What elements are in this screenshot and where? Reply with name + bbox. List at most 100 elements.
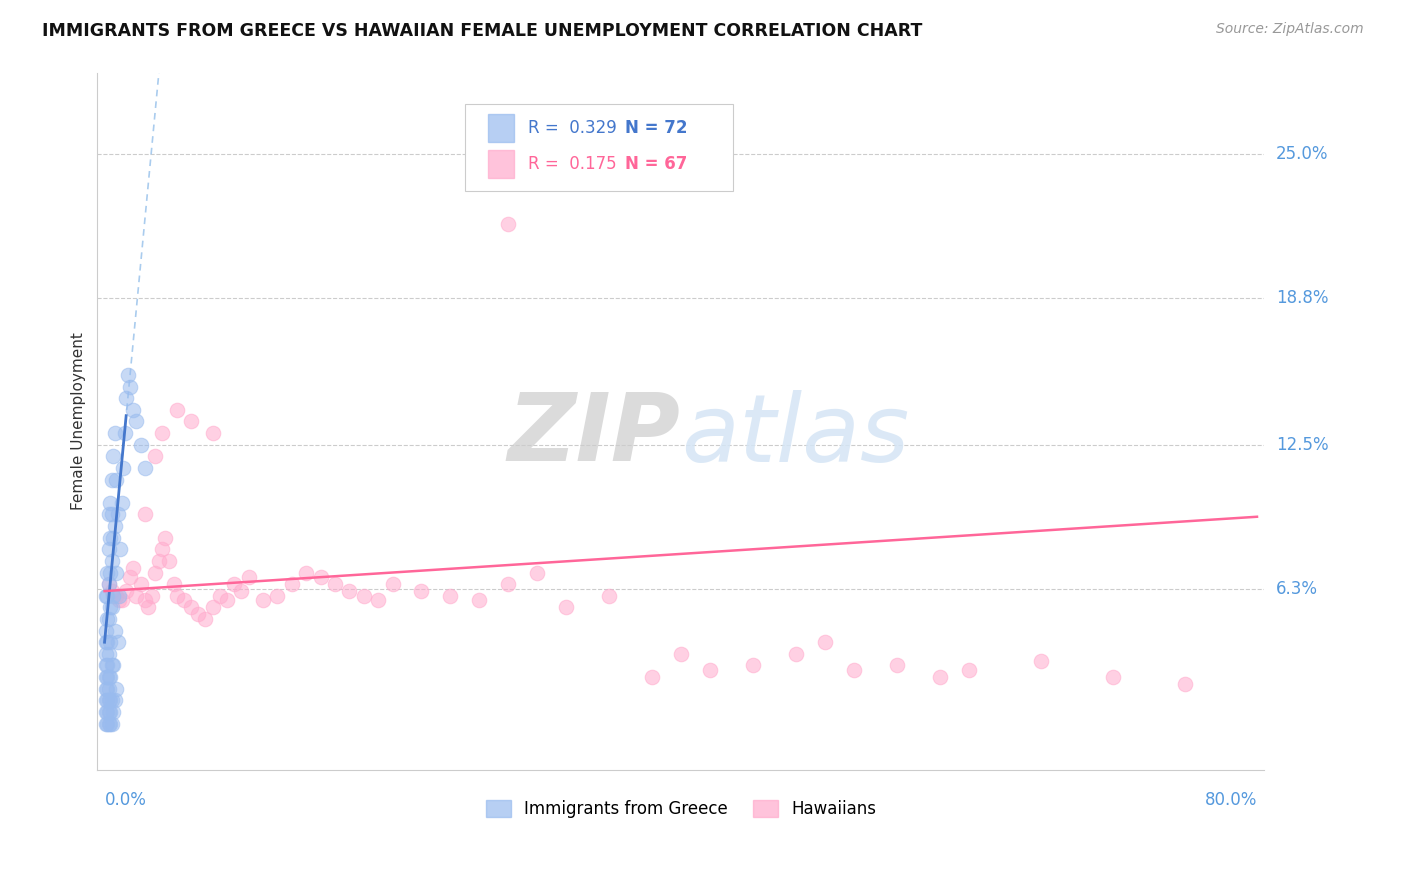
Point (134, 593, 156, 607)
Point (96, 612, 118, 626)
Point (97, 705, 120, 719)
Point (100, 473, 122, 487)
Point (129, 577, 152, 591)
Point (97, 542, 120, 557)
Point (100, 554, 122, 568)
Point (111, 593, 134, 607)
Point (842, 663, 865, 677)
Point (163, 577, 186, 591)
Point (496, 217, 519, 231)
Point (107, 635, 129, 649)
Point (238, 570, 260, 584)
Point (143, 450, 166, 464)
Text: Source: ZipAtlas.com: Source: ZipAtlas.com (1216, 22, 1364, 37)
Point (125, 415, 148, 429)
Point (1174, 677, 1197, 691)
Point (97, 577, 120, 591)
Point (122, 402, 145, 417)
Point (96, 589, 118, 603)
Point (103, 705, 125, 719)
Point (98, 705, 121, 719)
Point (381, 577, 404, 591)
Point (929, 670, 952, 684)
Point (180, 600, 202, 615)
Point (107, 508, 129, 522)
Point (96, 693, 118, 707)
Point (97, 647, 120, 661)
Point (104, 693, 127, 707)
Point (143, 566, 166, 580)
Point (104, 426, 127, 441)
Point (201, 600, 224, 615)
Point (208, 589, 231, 603)
Text: ZIP: ZIP (508, 390, 681, 482)
Point (157, 554, 180, 568)
Point (166, 589, 188, 603)
Point (439, 589, 461, 603)
Point (641, 670, 664, 684)
Text: 25.0%: 25.0% (1275, 145, 1329, 163)
Point (108, 589, 131, 603)
Point (120, 570, 142, 584)
Point (1029, 654, 1052, 668)
Point (150, 542, 173, 557)
Point (96, 635, 118, 649)
Point (96, 670, 118, 684)
Text: R =  0.329: R = 0.329 (527, 120, 617, 137)
Point (98, 531, 121, 545)
Point (100, 600, 122, 615)
Point (97, 612, 120, 626)
Point (215, 593, 238, 607)
Point (98, 716, 121, 731)
Point (496, 577, 519, 591)
Point (96, 705, 118, 719)
Point (94, 681, 117, 696)
Point (741, 658, 763, 673)
Point (339, 584, 361, 599)
Point (173, 593, 195, 607)
Point (117, 368, 139, 382)
Point (96, 716, 118, 731)
Point (194, 612, 217, 626)
Point (103, 450, 125, 464)
Point (94, 658, 117, 673)
Point (266, 589, 288, 603)
Point (110, 542, 132, 557)
Point (141, 589, 163, 603)
Text: R =  0.175: R = 0.175 (527, 155, 617, 173)
Point (231, 584, 253, 599)
Text: N = 67: N = 67 (624, 155, 688, 173)
Point (252, 593, 274, 607)
Point (96, 566, 118, 580)
Point (94, 589, 117, 603)
Legend: Immigrants from Greece, Hawaiians: Immigrants from Greece, Hawaiians (479, 793, 883, 824)
Point (224, 577, 246, 591)
Point (96, 658, 118, 673)
Text: 6.3%: 6.3% (1275, 580, 1317, 598)
Point (814, 635, 837, 649)
Point (134, 461, 156, 475)
Point (98, 600, 121, 615)
Point (98, 635, 121, 649)
Point (100, 658, 122, 673)
Point (96, 681, 118, 696)
Point (367, 593, 389, 607)
Point (1102, 670, 1125, 684)
Point (97, 577, 120, 591)
Point (105, 473, 128, 487)
FancyBboxPatch shape (488, 151, 515, 178)
Text: 0.0%: 0.0% (104, 791, 146, 809)
Point (94, 624, 117, 638)
FancyBboxPatch shape (488, 114, 515, 143)
Point (94, 693, 117, 707)
Point (554, 600, 576, 615)
Point (98, 693, 121, 707)
Point (148, 554, 170, 568)
Point (699, 663, 721, 677)
Point (111, 496, 134, 510)
Point (103, 531, 125, 545)
Point (94, 716, 117, 731)
Point (94, 705, 117, 719)
Point (323, 577, 346, 591)
Point (97, 681, 120, 696)
